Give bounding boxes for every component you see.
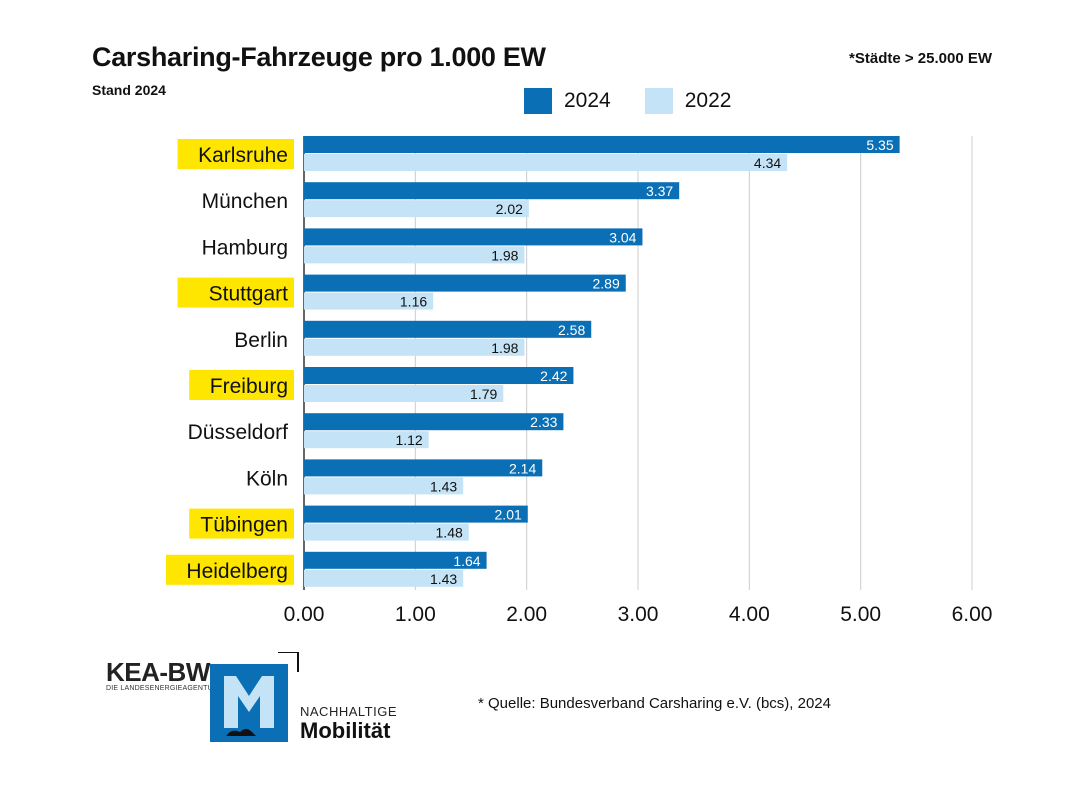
x-tick-label: 4.00	[729, 603, 770, 626]
value-label-2022: 1.12	[395, 432, 422, 448]
value-label-2022: 2.02	[496, 201, 523, 217]
bar-2022	[304, 523, 469, 541]
bar-2024	[304, 413, 564, 431]
x-tick-label: 1.00	[395, 603, 436, 626]
bar-2024	[304, 228, 643, 246]
value-label-2024: 2.42	[540, 368, 567, 384]
x-tick-label: 0.00	[284, 603, 325, 626]
category-highlight	[189, 508, 294, 539]
chart-subtitle: Stand 2024	[92, 82, 166, 98]
bar-2024	[304, 136, 900, 153]
bar-2022	[304, 338, 525, 356]
bar-2022	[304, 154, 788, 171]
category-highlight	[166, 554, 294, 585]
bar-2022	[304, 385, 504, 402]
kea-bw-logo: KEA-BW DIE LANDESENERGIEAGENTUR	[106, 657, 219, 692]
value-label-2022: 1.16	[400, 294, 427, 310]
category-label: Stuttgart	[209, 283, 289, 306]
category-label: Heidelberg	[186, 560, 288, 583]
value-label-2022: 1.98	[491, 340, 518, 356]
value-label-2024: 2.89	[593, 276, 620, 292]
value-label-2024: 2.01	[495, 507, 522, 523]
category-label: Karlsruhe	[198, 144, 288, 167]
value-label-2022: 1.43	[430, 571, 457, 587]
value-label-2024: 1.64	[453, 553, 480, 569]
category-label: Köln	[246, 467, 288, 490]
x-tick-label: 3.00	[618, 603, 659, 626]
x-tick-label: 2.00	[506, 603, 547, 626]
value-label-2024: 3.04	[609, 229, 636, 245]
category-label: Düsseldorf	[188, 421, 289, 444]
legend-item-2024: 2024	[524, 88, 611, 114]
bar-2022	[304, 200, 529, 218]
bar-2024	[304, 551, 487, 569]
category-label: Hamburg	[202, 236, 288, 259]
category-highlight	[177, 277, 294, 308]
bar-2024	[304, 274, 626, 292]
category-label: Freiburg	[210, 375, 288, 398]
bar-2022	[304, 246, 525, 264]
value-label-2024: 2.14	[509, 460, 536, 476]
category-highlight	[189, 370, 294, 400]
bar-2022	[304, 431, 429, 449]
nachhaltige-label: NACHHALTIGE	[300, 704, 397, 719]
value-label-2022: 4.34	[754, 155, 781, 171]
legend-item-2022: 2022	[644, 88, 732, 114]
value-label-2024: 2.58	[558, 322, 585, 338]
value-label-2024: 2.33	[530, 414, 557, 430]
legend-swatch-2022	[644, 88, 673, 114]
category-highlight	[177, 139, 294, 169]
value-label-2022: 1.48	[436, 525, 463, 541]
value-label-2022: 1.43	[430, 478, 457, 494]
value-label-2024: 3.37	[646, 183, 673, 199]
bar-2024	[304, 505, 528, 523]
bar-2024	[304, 367, 574, 384]
bar-2024	[304, 320, 592, 338]
value-label-2022: 1.98	[491, 247, 518, 263]
x-tick-label: 6.00	[952, 603, 993, 626]
category-label: Tübingen	[200, 514, 288, 537]
chart-title: Carsharing-Fahrzeuge pro 1.000 EW	[92, 42, 546, 72]
legend: 2024 2022	[524, 88, 731, 114]
x-tick-label: 5.00	[840, 603, 881, 626]
legend-label-2022: 2022	[684, 89, 732, 112]
bar-2022	[304, 292, 434, 310]
category-label: Berlin	[234, 329, 288, 352]
value-label-2024: 5.35	[866, 137, 893, 153]
bar-2024	[304, 182, 680, 200]
mobilitaet-label: Mobilität	[300, 718, 391, 743]
bar-2022	[304, 569, 464, 587]
bar-chart: 0.00 1.00 2.00 3.00 4.00 5.00 6.00 Karlsruhe 5.3…	[166, 136, 993, 626]
scope-note: *Städte > 25.000 EW	[849, 50, 992, 67]
bar-2024	[304, 459, 543, 477]
legend-label-2024: 2024	[564, 89, 611, 112]
nachhaltige-mobilitaet-logo	[210, 652, 299, 742]
value-label-2022: 1.79	[470, 386, 497, 402]
bar-2022	[304, 477, 464, 495]
category-label: München	[202, 190, 288, 213]
source-note: * Quelle: Bundesverband Carsharing e.V. …	[478, 695, 831, 712]
legend-swatch-2024	[524, 88, 552, 114]
